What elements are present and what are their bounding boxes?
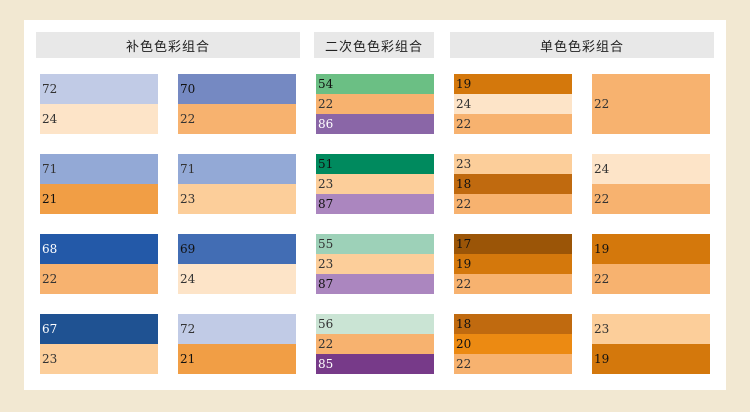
swatch-segment: 19	[454, 74, 572, 94]
swatch-segment: 22	[592, 264, 710, 294]
swatch-segment: 67	[40, 314, 158, 344]
swatch-segment: 23	[178, 184, 296, 214]
swatch-block-mono2: 19 22	[592, 234, 710, 294]
swatch-block-secondary: 55 23 87	[316, 234, 434, 294]
swatch-segment: 71	[178, 154, 296, 184]
swatch-block-mono1: 23 18 22	[454, 154, 572, 214]
swatch-panel: 补色色彩组合 二次色色彩组合 单色色彩组合 72 24 70 22 54 22 86 19 24…	[24, 20, 726, 390]
swatch-segment: 23	[592, 314, 710, 344]
secondary-header: 二次色色彩组合	[314, 32, 434, 58]
swatch-segment: 55	[316, 234, 434, 254]
swatch-segment: 22	[316, 334, 434, 354]
swatch-segment: 56	[316, 314, 434, 334]
swatch-segment: 20	[454, 334, 572, 354]
swatch-segment: 23	[40, 344, 158, 374]
swatch-segment: 21	[178, 344, 296, 374]
swatch-segment: 22	[454, 114, 572, 134]
swatch-segment: 19	[592, 234, 710, 264]
swatch-segment: 22	[316, 94, 434, 114]
swatch-segment: 22	[40, 264, 158, 294]
swatch-segment: 22	[454, 194, 572, 214]
swatch-segment: 70	[178, 74, 296, 104]
swatch-segment: 22	[592, 74, 710, 134]
swatch-block-mono1: 17 19 22	[454, 234, 572, 294]
swatch-block-comp2: 70 22	[178, 74, 296, 134]
swatch-block-mono1: 18 20 22	[454, 314, 572, 374]
swatch-block-secondary: 56 22 85	[316, 314, 434, 374]
swatch-block-secondary: 51 23 87	[316, 154, 434, 214]
swatch-block-mono1: 19 24 22	[454, 74, 572, 134]
swatch-segment: 21	[40, 184, 158, 214]
swatch-block-comp1: 71 21	[40, 154, 158, 214]
swatch-segment: 17	[454, 234, 572, 254]
swatch-segment: 72	[40, 74, 158, 104]
swatch-block-comp1: 72 24	[40, 74, 158, 134]
swatch-segment: 24	[454, 94, 572, 114]
monochrome-header: 单色色彩组合	[450, 32, 714, 58]
swatch-segment: 19	[592, 344, 710, 374]
swatch-segment: 22	[454, 274, 572, 294]
swatch-segment: 85	[316, 354, 434, 374]
swatch-segment: 22	[592, 184, 710, 214]
swatch-block-mono2: 23 19	[592, 314, 710, 374]
swatch-block-comp2: 72 21	[178, 314, 296, 374]
swatch-segment: 23	[454, 154, 572, 174]
swatch-block-comp2: 69 24	[178, 234, 296, 294]
swatch-segment: 23	[316, 254, 434, 274]
swatch-segment: 24	[40, 104, 158, 134]
swatch-segment: 87	[316, 194, 434, 214]
swatch-segment: 69	[178, 234, 296, 264]
swatch-block-comp2: 71 23	[178, 154, 296, 214]
swatch-segment: 68	[40, 234, 158, 264]
swatch-segment: 54	[316, 74, 434, 94]
swatch-segment: 72	[178, 314, 296, 344]
swatch-segment: 87	[316, 274, 434, 294]
swatch-segment: 19	[454, 254, 572, 274]
swatch-block-comp1: 68 22	[40, 234, 158, 294]
swatch-block-comp1: 67 23	[40, 314, 158, 374]
swatch-segment: 24	[592, 154, 710, 184]
swatch-block-mono2: 24 22	[592, 154, 710, 214]
swatch-segment: 22	[454, 354, 572, 374]
swatch-segment: 71	[40, 154, 158, 184]
swatch-segment: 18	[454, 314, 572, 334]
swatch-segment: 86	[316, 114, 434, 134]
swatch-segment: 18	[454, 174, 572, 194]
swatch-block-secondary: 54 22 86	[316, 74, 434, 134]
swatch-segment: 22	[178, 104, 296, 134]
swatch-segment: 24	[178, 264, 296, 294]
swatch-block-mono2: 22	[592, 74, 710, 134]
swatch-segment: 51	[316, 154, 434, 174]
swatch-segment: 23	[316, 174, 434, 194]
complementary-header: 补色色彩组合	[36, 32, 300, 58]
